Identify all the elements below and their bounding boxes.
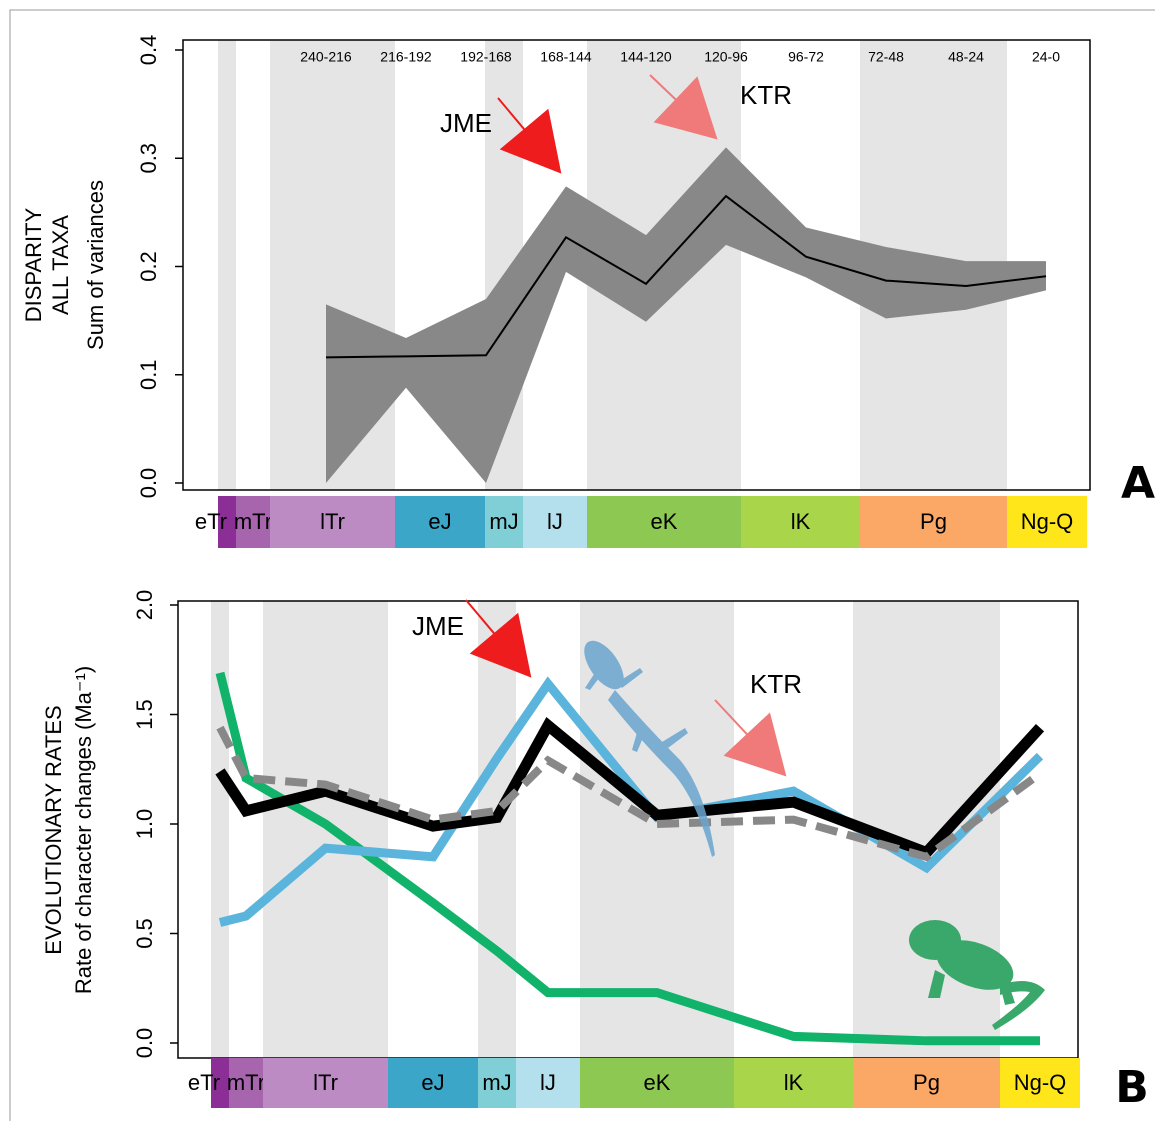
rate-line <box>216 725 1043 862</box>
period-box <box>734 1058 853 1108</box>
y-tick-label: 0.5 <box>132 918 157 949</box>
y-axis-label: EVOLUTIONARY RATES <box>41 705 66 954</box>
annotation-arrow <box>649 74 718 140</box>
period-label: eTr <box>195 509 227 534</box>
period-box <box>218 496 236 548</box>
bin-label: 120-96 <box>704 49 748 65</box>
period-box <box>395 496 485 548</box>
period-label: eTr <box>188 1070 220 1095</box>
annotation-label: JME <box>412 611 464 641</box>
rate-line <box>215 717 1045 859</box>
period-box <box>229 1058 263 1108</box>
lizard-silhouette <box>584 640 715 857</box>
y-tick-label: 0.3 <box>136 143 161 174</box>
annotation-label: JME <box>440 108 492 138</box>
annotation-label: KTR <box>740 80 792 110</box>
period-box <box>1000 1058 1080 1108</box>
period-box <box>580 1058 734 1108</box>
y-tick-label: 0.0 <box>136 468 161 499</box>
plot-frame <box>182 39 1091 491</box>
annotation-arrow <box>465 599 532 678</box>
bin-label: 24-0 <box>1032 49 1060 65</box>
y-tick-label: 0.0 <box>132 1028 157 1059</box>
period-label: eK <box>644 1070 671 1095</box>
period-shading <box>218 40 236 490</box>
period-box <box>587 496 741 548</box>
bin-label: 72-48 <box>868 49 904 65</box>
bin-label: 192-168 <box>460 49 512 65</box>
period-label: lJ <box>547 509 563 534</box>
period-label: eK <box>651 509 678 534</box>
period-box <box>270 496 395 548</box>
annotation-arrow <box>714 699 787 777</box>
period-shading <box>211 601 229 1058</box>
period-box <box>741 496 860 548</box>
period-box <box>1007 496 1087 548</box>
bin-label: 96-72 <box>788 49 824 65</box>
period-label: mTr <box>227 1070 265 1095</box>
period-label: lK <box>791 509 811 534</box>
mean-line <box>325 194 1047 359</box>
period-box <box>860 496 1007 548</box>
y-tick-label: 1.0 <box>132 809 157 840</box>
period-label: lTr <box>320 509 345 534</box>
y-tick-label: 0.4 <box>136 35 161 66</box>
period-label: eJ <box>421 1070 444 1095</box>
period-box <box>263 1058 388 1108</box>
period-label: Pg <box>913 1070 940 1095</box>
period-label: lJ <box>540 1070 556 1095</box>
period-label: Ng-Q <box>1014 1070 1067 1095</box>
period-label: mJ <box>489 509 518 534</box>
bin-label: 144-120 <box>620 49 672 65</box>
annotation-label: KTR <box>750 669 802 699</box>
panel-label: A <box>1121 458 1155 509</box>
y-axis-label: Sum of variances <box>83 180 108 350</box>
figure-border <box>9 9 1155 1121</box>
bin-label: 216-192 <box>380 49 432 65</box>
period-label: Pg <box>920 509 947 534</box>
period-label: eJ <box>428 509 451 534</box>
annotation-arrow <box>497 97 562 174</box>
period-box <box>485 496 523 548</box>
y-tick-label: 1.5 <box>132 699 157 730</box>
y-tick-label: 0.2 <box>136 251 161 282</box>
iguana-silhouette <box>909 920 1045 1030</box>
period-shading <box>478 601 516 1058</box>
period-box <box>478 1058 516 1108</box>
period-label: lK <box>784 1070 804 1095</box>
y-tick-label: 0.1 <box>136 359 161 390</box>
period-box <box>211 1058 229 1108</box>
period-box <box>236 496 270 548</box>
period-box <box>388 1058 478 1108</box>
period-box <box>523 496 587 548</box>
period-box <box>853 1058 1000 1108</box>
period-label: Ng-Q <box>1021 509 1074 534</box>
bin-label: 168-144 <box>540 49 592 65</box>
period-box <box>516 1058 580 1108</box>
period-label: mJ <box>482 1070 511 1095</box>
period-label: mTr <box>234 509 272 534</box>
y-axis-label: Rate of character changes (Ma⁻¹) <box>71 666 96 994</box>
panel-label: B <box>1115 1062 1149 1113</box>
y-axis-label: DISPARITY <box>21 207 46 322</box>
confidence-band <box>326 147 1046 484</box>
y-axis-label: ALL TAXA <box>48 215 73 315</box>
bin-label: 48-24 <box>948 49 984 65</box>
y-tick-label: 2.0 <box>132 590 157 621</box>
period-label: lTr <box>313 1070 338 1095</box>
bin-label: 240-216 <box>300 49 352 65</box>
